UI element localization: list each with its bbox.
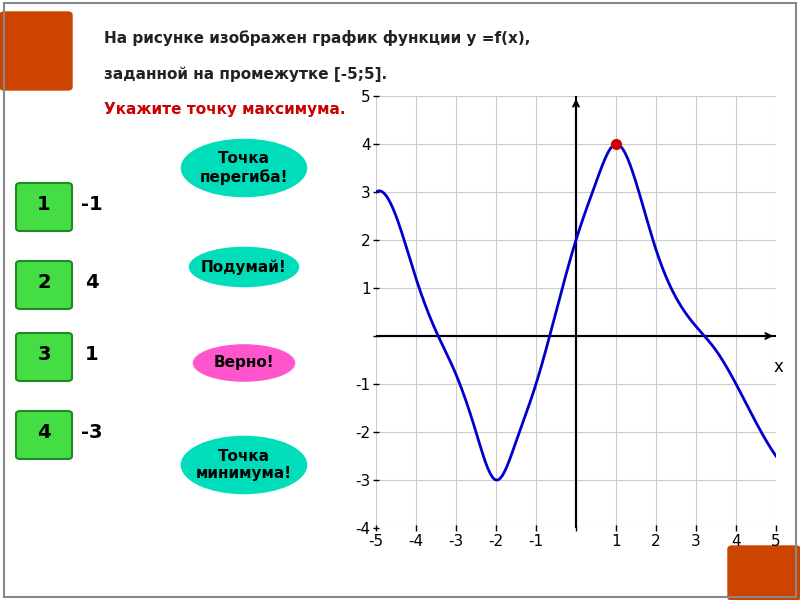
- Text: Точка
перегиба!: Точка перегиба!: [200, 151, 288, 185]
- Text: 4: 4: [85, 272, 99, 292]
- Text: 1: 1: [85, 344, 99, 364]
- Text: Точка
минимума!: Точка минимума!: [196, 449, 292, 481]
- Text: На рисунке изображен график функции y =f(x),: На рисунке изображен график функции y =f…: [104, 30, 530, 46]
- Text: 2: 2: [37, 272, 51, 292]
- Text: Верно!: Верно!: [214, 355, 274, 370]
- Text: -3: -3: [82, 422, 102, 442]
- Text: Подумай!: Подумай!: [201, 259, 287, 275]
- Text: 3: 3: [38, 344, 50, 364]
- Text: x: x: [774, 358, 784, 376]
- Text: заданной на промежутке [-5;5].: заданной на промежутке [-5;5].: [104, 66, 387, 82]
- Text: 4: 4: [37, 422, 51, 442]
- Text: -1: -1: [81, 194, 103, 214]
- Text: 1: 1: [37, 194, 51, 214]
- Text: Укажите точку максимума.: Укажите точку максимума.: [104, 102, 346, 117]
